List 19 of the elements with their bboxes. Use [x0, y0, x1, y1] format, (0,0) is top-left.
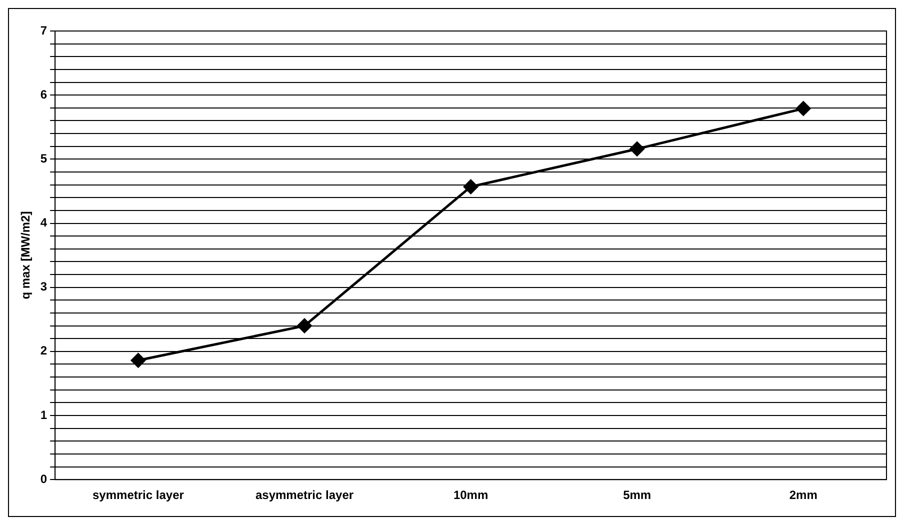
point: [796, 101, 811, 116]
y-tick-label: 2: [40, 344, 48, 358]
point: [630, 142, 644, 156]
y-axis-title: q max [MW/m2]: [18, 211, 33, 300]
point: [464, 179, 478, 194]
y-tick-label: 3: [40, 280, 48, 294]
y-tick-label: 5: [40, 151, 48, 166]
y-tick-label: 4: [40, 216, 48, 230]
point: [130, 353, 146, 368]
point: [297, 318, 312, 334]
y-tick-label: 6: [40, 87, 48, 102]
y-tick-label: 1: [40, 408, 48, 422]
x-tick-label: symmetric layer: [92, 488, 184, 502]
x-tick-label: asymmetric layer: [255, 488, 354, 502]
y-tick-label: 0: [40, 472, 48, 486]
x-tick-label: 10mm: [453, 488, 488, 502]
y-tick-label: 7: [40, 23, 48, 38]
x-tick-label: 5mm: [623, 488, 652, 502]
x-tick-label: 2mm: [789, 488, 818, 502]
